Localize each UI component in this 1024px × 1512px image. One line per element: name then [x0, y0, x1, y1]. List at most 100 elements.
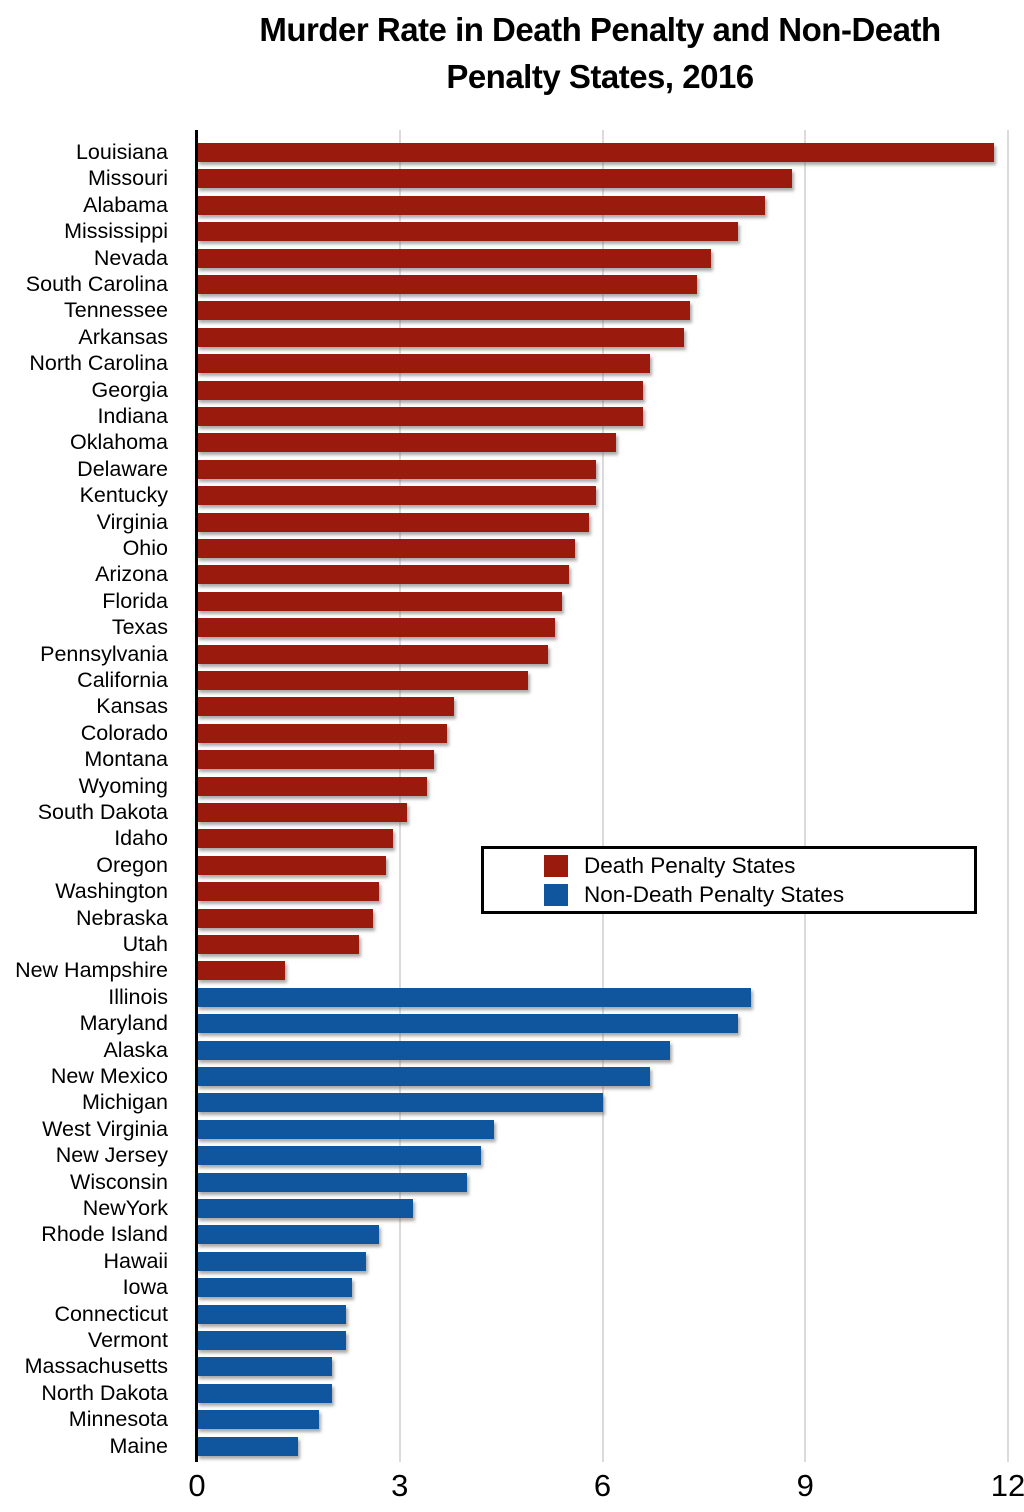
state-label-alabama: Alabama — [83, 192, 168, 217]
state-label-california: California — [77, 668, 168, 692]
chart-title-line2: Penalty States, 2016 — [446, 58, 754, 95]
state-label-new-mexico: New Mexico — [50, 1064, 168, 1088]
bar-kentucky — [197, 486, 596, 506]
bar-oklahoma — [197, 433, 617, 453]
y-axis-line — [195, 130, 198, 1462]
state-label-iowa: Iowa — [122, 1275, 168, 1300]
bar-washington — [197, 882, 380, 902]
bar-indiana — [197, 407, 644, 426]
bar-tennessee — [197, 301, 691, 321]
state-label-vermont: Vermont — [87, 1328, 168, 1352]
state-label-illinois: Illinois — [108, 984, 168, 1009]
legend-box: Death Penalty States Non-Death Penalty S… — [481, 846, 977, 914]
bar-california — [197, 671, 529, 690]
state-label-wisconsin: Wisconsin — [70, 1169, 168, 1194]
bar-maine — [197, 1436, 299, 1456]
bar-montana — [197, 750, 434, 770]
state-label-washington: Washington — [55, 879, 168, 904]
state-label-idaho: Idaho — [114, 826, 168, 851]
bar-new-mexico — [197, 1067, 650, 1086]
state-label-utah: Utah — [122, 932, 168, 956]
state-label-hawaii: Hawaii — [103, 1248, 168, 1273]
state-label-louisiana: Louisiana — [75, 140, 168, 164]
bar-illinois — [197, 987, 752, 1007]
plot-area — [195, 130, 1009, 1462]
state-label-west-virginia: West Virginia — [42, 1116, 168, 1141]
bar-maryland — [197, 1014, 738, 1034]
gridline-9 — [804, 130, 807, 1462]
state-label-georgia: Georgia — [91, 377, 169, 402]
chart-title-line1: Murder Rate in Death Penalty and Non-Dea… — [259, 11, 941, 48]
chart-title: Murder Rate in Death Penalty and Non-Dea… — [150, 6, 1024, 100]
bar-arizona — [197, 565, 569, 585]
state-label-montana: Montana — [84, 747, 168, 772]
bar-alabama — [197, 195, 765, 215]
bar-utah — [197, 935, 360, 954]
state-label-north-dakota: North Dakota — [41, 1380, 168, 1405]
state-label-wyoming: Wyoming — [78, 773, 168, 798]
state-label-nevada: Nevada — [93, 245, 168, 270]
state-label-tennessee: Tennessee — [64, 298, 168, 323]
bar-wisconsin — [197, 1172, 468, 1192]
x-axis: 0 3 6 9 12 — [0, 1468, 1024, 1512]
state-label-maryland: Maryland — [79, 1011, 168, 1036]
bar-mississippi — [197, 222, 738, 242]
state-label-minnesota: Minnesota — [68, 1407, 168, 1432]
bar-newyork — [197, 1199, 414, 1218]
state-label-rhode-island: Rhode Island — [41, 1222, 168, 1247]
state-label-texas: Texas — [111, 615, 168, 640]
x-tick-6: 6 — [593, 1468, 612, 1503]
legend-label-non-death-penalty: Non-Death Penalty States — [584, 881, 845, 907]
state-label-pennsylvania: Pennsylvania — [40, 641, 168, 666]
bar-virginia — [197, 512, 589, 532]
bar-south-carolina — [197, 275, 698, 294]
bar-arkansas — [197, 327, 684, 347]
state-label-alaska: Alaska — [103, 1037, 168, 1062]
legend-row-non-death-penalty: Non-Death Penalty States — [544, 881, 974, 907]
bar-kansas — [197, 697, 454, 717]
bar-ohio — [197, 539, 576, 558]
bar-south-dakota — [197, 803, 407, 822]
bar-north-dakota — [197, 1383, 333, 1403]
state-label-south-carolina: South Carolina — [25, 272, 168, 296]
gridline-12 — [1007, 130, 1009, 1462]
bar-rhode-island — [197, 1225, 380, 1245]
bar-missouri — [197, 169, 792, 189]
bar-new-hampshire — [197, 961, 285, 981]
state-label-colorado: Colorado — [80, 720, 168, 745]
bar-texas — [197, 618, 556, 638]
state-label-arizona: Arizona — [95, 562, 168, 587]
state-label-florida: Florida — [102, 588, 168, 613]
bar-vermont — [197, 1331, 346, 1350]
bar-wyoming — [197, 776, 427, 796]
state-label-mississippi: Mississippi — [64, 219, 168, 244]
legend-swatch-non-death-penalty — [544, 883, 568, 906]
bar-pennsylvania — [197, 644, 549, 664]
state-label-oregon: Oregon — [96, 852, 168, 877]
state-label-virginia: Virginia — [96, 509, 168, 534]
bar-connecticut — [197, 1304, 346, 1324]
bar-nebraska — [197, 908, 373, 928]
x-tick-0: 0 — [188, 1468, 206, 1503]
legend-swatch-death-penalty — [544, 854, 568, 877]
bar-west-virginia — [197, 1119, 495, 1139]
bar-alaska — [197, 1040, 671, 1060]
state-label-ohio: Ohio — [122, 536, 168, 560]
bar-north-carolina — [197, 354, 650, 374]
state-label-south-dakota: South Dakota — [37, 800, 168, 824]
bar-georgia — [197, 380, 644, 400]
bar-new-jersey — [197, 1146, 481, 1166]
state-label-missouri: Missouri — [87, 166, 168, 191]
bar-florida — [197, 591, 562, 611]
gridline-6 — [601, 130, 604, 1462]
legend-label-death-penalty: Death Penalty States — [584, 852, 796, 878]
state-label-new-hampshire: New Hampshire — [15, 958, 168, 983]
bar-delaware — [197, 459, 596, 479]
state-label-north-carolina: North Carolina — [29, 351, 168, 376]
bar-massachusetts — [197, 1357, 333, 1377]
state-label-connecticut: Connecticut — [54, 1301, 168, 1326]
state-label-newyork: NewYork — [82, 1196, 168, 1220]
bar-louisiana — [197, 143, 995, 162]
bar-nevada — [197, 248, 711, 268]
